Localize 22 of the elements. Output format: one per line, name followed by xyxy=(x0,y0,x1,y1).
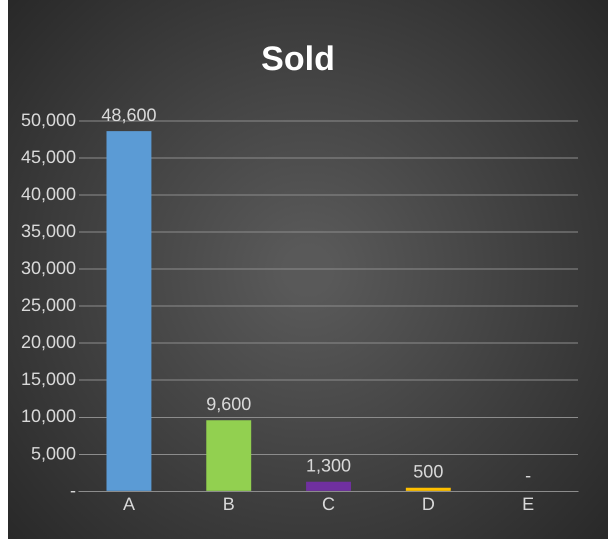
data-label: - xyxy=(525,465,532,486)
data-label: 48,600 xyxy=(101,105,156,126)
data-label: 1,300 xyxy=(306,456,352,476)
y-tick-label: 25,000 xyxy=(20,295,76,316)
x-tick-label: C xyxy=(322,494,336,514)
y-tick-label: 15,000 xyxy=(20,369,76,390)
y-tick-label: 30,000 xyxy=(20,258,76,278)
y-tick-label: 40,000 xyxy=(20,184,76,204)
x-tick-label: E xyxy=(522,494,534,514)
x-tick-label: B xyxy=(222,494,235,514)
y-tick-label: 10,000 xyxy=(20,406,76,426)
data-label: 500 xyxy=(413,462,444,482)
chart-title: Sold xyxy=(261,40,335,78)
x-tick-label: A xyxy=(122,494,135,514)
data-label: 9,600 xyxy=(206,394,252,414)
y-tick-label: - xyxy=(70,480,76,500)
y-tick-label: 35,000 xyxy=(20,220,76,241)
y-tick-label: 5,000 xyxy=(31,443,76,464)
y-tick-label: 45,000 xyxy=(20,146,76,167)
y-tick-label: 20,000 xyxy=(20,332,76,352)
y-tick-label: 50,000 xyxy=(20,110,76,130)
x-tick-label: D xyxy=(422,494,435,514)
